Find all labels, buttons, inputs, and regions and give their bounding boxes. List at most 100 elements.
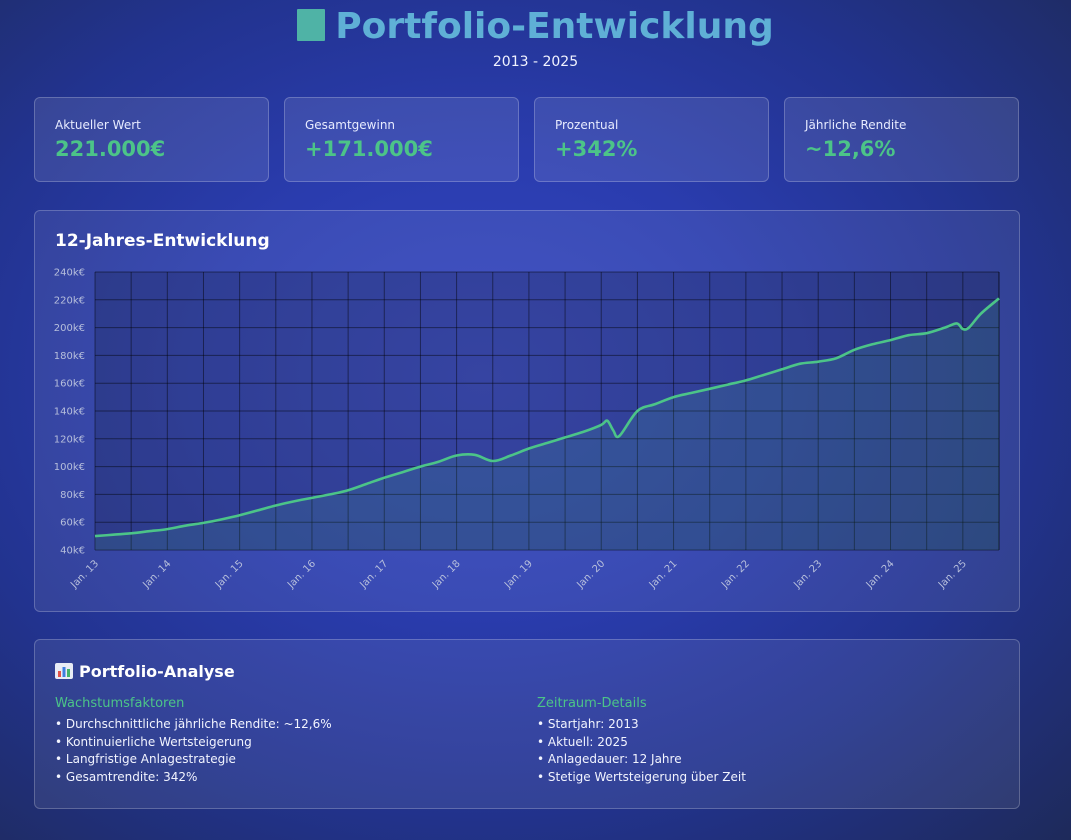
data-point — [979, 312, 983, 316]
data-point — [834, 356, 838, 360]
data-point — [202, 521, 206, 525]
data-point — [617, 434, 621, 438]
data-point — [672, 395, 676, 399]
stat-card-annual-return: Jährliche Rendite ~12,6% — [784, 97, 1019, 182]
list-item: Startjahr: 2013 — [537, 716, 746, 734]
data-point — [382, 476, 386, 480]
list-item: Kontinuierliche Wertsteigerung — [55, 734, 332, 752]
stat-value: ~12,6% — [805, 137, 896, 161]
list-item: Durchschnittliche jährliche Rendite: ~12… — [55, 716, 332, 734]
y-tick-label: 100k€ — [54, 462, 85, 473]
data-point — [491, 459, 495, 463]
growth-factors-column: Wachstumsfaktoren Durchschnittliche jähr… — [55, 696, 332, 786]
data-point — [955, 321, 959, 325]
list-item: Anlagedauer: 12 Jahre — [537, 751, 746, 769]
data-point — [852, 348, 856, 352]
data-point — [599, 423, 603, 427]
y-tick-label: 200k€ — [54, 323, 85, 334]
data-point — [654, 402, 658, 406]
x-tick-label: Jan. 13 — [68, 558, 101, 591]
data-point — [292, 499, 296, 503]
period-details-list: Startjahr: 2013 Aktuell: 2025 Anlagedaue… — [537, 716, 746, 786]
y-tick-label: 140k€ — [54, 407, 85, 418]
stat-label: Prozentual — [555, 118, 619, 132]
x-tick-label: Jan. 21 — [647, 558, 680, 591]
x-tick-label: Jan. 18 — [430, 558, 463, 591]
y-tick-label: 80k€ — [60, 490, 85, 501]
x-tick-label: Jan. 24 — [864, 558, 897, 591]
data-point — [581, 430, 585, 434]
data-point — [708, 387, 712, 391]
data-point — [967, 326, 971, 330]
data-point — [346, 488, 350, 492]
stat-card-current-value: Aktueller Wert 221.000€ — [34, 97, 269, 182]
data-point — [437, 460, 441, 464]
data-point — [744, 378, 748, 382]
y-tick-label: 120k€ — [54, 434, 85, 445]
period-details-heading: Zeitraum-Details — [537, 696, 647, 711]
data-point — [183, 524, 187, 528]
data-point — [509, 454, 513, 458]
period-details-column: Zeitraum-Details Startjahr: 2013 Aktuell… — [537, 696, 746, 786]
page-title: Portfolio-Entwicklung — [0, 4, 1071, 50]
data-point — [364, 482, 368, 486]
data-point — [889, 338, 893, 342]
data-point — [129, 531, 133, 535]
growth-factors-list: Durchschnittliche jährliche Rendite: ~12… — [55, 716, 332, 786]
data-point — [870, 342, 874, 346]
y-tick-label: 60k€ — [60, 518, 85, 529]
x-tick-label: Jan. 25 — [936, 558, 969, 591]
data-point — [274, 504, 278, 508]
data-point — [690, 391, 694, 395]
stat-label: Gesamtgewinn — [305, 118, 396, 132]
x-tick-label: Jan. 17 — [358, 558, 391, 591]
series-area — [95, 298, 999, 550]
stat-label: Jährliche Rendite — [805, 118, 907, 132]
x-tick-label: Jan. 19 — [502, 558, 535, 591]
data-point — [147, 529, 151, 533]
data-point — [925, 331, 929, 335]
data-point — [238, 513, 242, 517]
data-point — [961, 327, 965, 331]
data-point — [473, 453, 477, 457]
data-point — [545, 441, 549, 445]
bar-chart-emoji-icon — [55, 663, 73, 679]
data-point — [726, 383, 730, 387]
plot-area — [95, 272, 999, 550]
list-item: Aktuell: 2025 — [537, 734, 746, 752]
data-point — [997, 296, 1001, 300]
y-tick-label: 160k€ — [54, 379, 85, 390]
data-point — [328, 492, 332, 496]
y-tick-label: 220k€ — [54, 295, 85, 306]
y-tick-label: 180k€ — [54, 351, 85, 362]
data-point — [798, 362, 802, 366]
x-tick-label: Jan. 16 — [285, 558, 318, 591]
data-point — [455, 454, 459, 458]
list-item: Gesamtrendite: 342% — [55, 769, 332, 787]
x-tick-label: Jan. 14 — [141, 558, 174, 591]
stat-value: 221.000€ — [55, 137, 166, 161]
stat-value: +171.000€ — [305, 137, 433, 161]
data-point — [93, 534, 97, 538]
data-point — [418, 465, 422, 469]
data-point — [780, 367, 784, 371]
growth-factors-heading: Wachstumsfaktoren — [55, 696, 185, 711]
x-tick-label: Jan. 15 — [213, 558, 246, 591]
x-tick-label: Jan. 20 — [574, 558, 607, 591]
portfolio-chart[interactable]: 40k€ 60k€ 80k€ 100k€ 120k€ 140k€ 160k€ 180k€ 200… — [35, 211, 1021, 613]
data-point — [611, 429, 615, 433]
x-tick-label: Jan. 22 — [719, 558, 752, 591]
list-item: Langfristige Anlagestrategie — [55, 751, 332, 769]
list-item: Stetige Wertsteigerung über Zeit — [537, 769, 746, 787]
data-point — [400, 470, 404, 474]
series-line — [94, 297, 1000, 538]
analysis-title-text: Portfolio-Analyse — [79, 662, 235, 681]
analysis-title: Portfolio-Analyse — [55, 662, 235, 681]
analysis-panel: Portfolio-Analyse Wachstumsfaktoren Durc… — [34, 639, 1020, 809]
stat-card-percent: Prozentual +342% — [534, 97, 769, 182]
bar-chart-icon — [297, 9, 326, 41]
data-point — [310, 496, 314, 500]
data-point — [816, 360, 820, 364]
data-point — [220, 517, 224, 521]
chart-title: 12-Jahres-Entwicklung — [55, 231, 270, 251]
